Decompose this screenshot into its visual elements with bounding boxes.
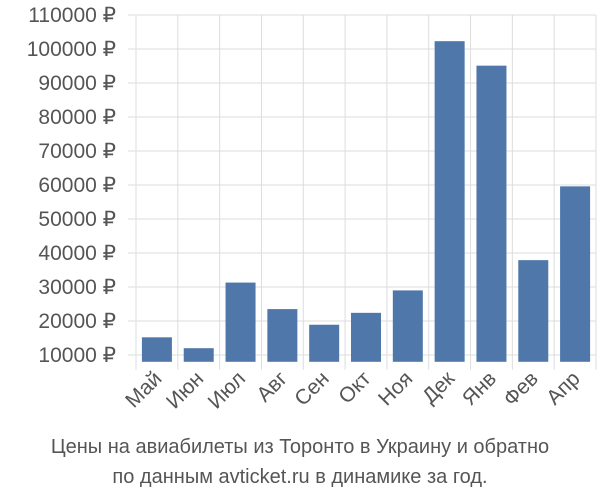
y-tick-label: 30000 ₽ bbox=[38, 276, 116, 299]
bar-6 bbox=[351, 312, 381, 362]
bar-10 bbox=[518, 260, 549, 362]
bar-2 bbox=[183, 348, 214, 362]
x-tick-label: Сен bbox=[290, 367, 333, 410]
grid bbox=[128, 14, 597, 370]
bar-5 bbox=[309, 324, 340, 362]
x-tick-label: Дек bbox=[418, 367, 460, 409]
y-tick-label: 40000 ₽ bbox=[38, 242, 116, 265]
y-tick-label: 80000 ₽ bbox=[38, 106, 116, 129]
bar-4 bbox=[267, 309, 298, 362]
bar-7 bbox=[392, 290, 423, 362]
y-tick-label: 70000 ₽ bbox=[38, 140, 116, 163]
x-tick-label: Авг bbox=[252, 367, 292, 407]
y-tick-label: 50000 ₽ bbox=[38, 208, 116, 231]
x-tick-label: Апр bbox=[542, 367, 584, 409]
x-tick-label: Июл bbox=[204, 367, 250, 413]
bar-3 bbox=[225, 282, 256, 362]
x-tick-label: Май bbox=[121, 367, 166, 412]
x-tick-label: Янв bbox=[458, 367, 501, 410]
x-tick-label: Ноя bbox=[374, 367, 417, 410]
bar-8 bbox=[434, 41, 465, 362]
caption-line-2: по данным avticket.ru в динамике за год. bbox=[112, 466, 488, 488]
bars bbox=[141, 41, 591, 362]
bar-1 bbox=[141, 337, 172, 362]
y-tick-label: 100000 ₽ bbox=[27, 38, 116, 61]
y-axis-ticks: 10000 ₽ 20000 ₽ 30000 ₽ 40000 ₽ 50000 ₽ 60000… bbox=[27, 4, 116, 367]
bar-9 bbox=[476, 65, 507, 362]
caption-line-1: Цены на авиабилеты из Торонто в Украину … bbox=[50, 436, 550, 458]
bar-11 bbox=[560, 186, 591, 362]
x-tick-label: Июн bbox=[162, 367, 208, 413]
x-tick-label: Фев bbox=[499, 367, 543, 411]
y-tick-label: 110000 ₽ bbox=[28, 4, 116, 27]
x-tick-label: Окт bbox=[334, 367, 376, 409]
chart-caption: Цены на авиабилеты из Торонто в Украину … bbox=[0, 432, 600, 492]
y-tick-label: 20000 ₽ bbox=[38, 310, 116, 333]
y-tick-label: 60000 ₽ bbox=[38, 174, 116, 197]
y-tick-label: 10000 ₽ bbox=[38, 344, 116, 367]
bar-chart: 10000 ₽ 20000 ₽ 30000 ₽ 40000 ₽ 50000 ₽ 60000… bbox=[27, 4, 597, 414]
y-tick-label: 90000 ₽ bbox=[38, 72, 116, 95]
